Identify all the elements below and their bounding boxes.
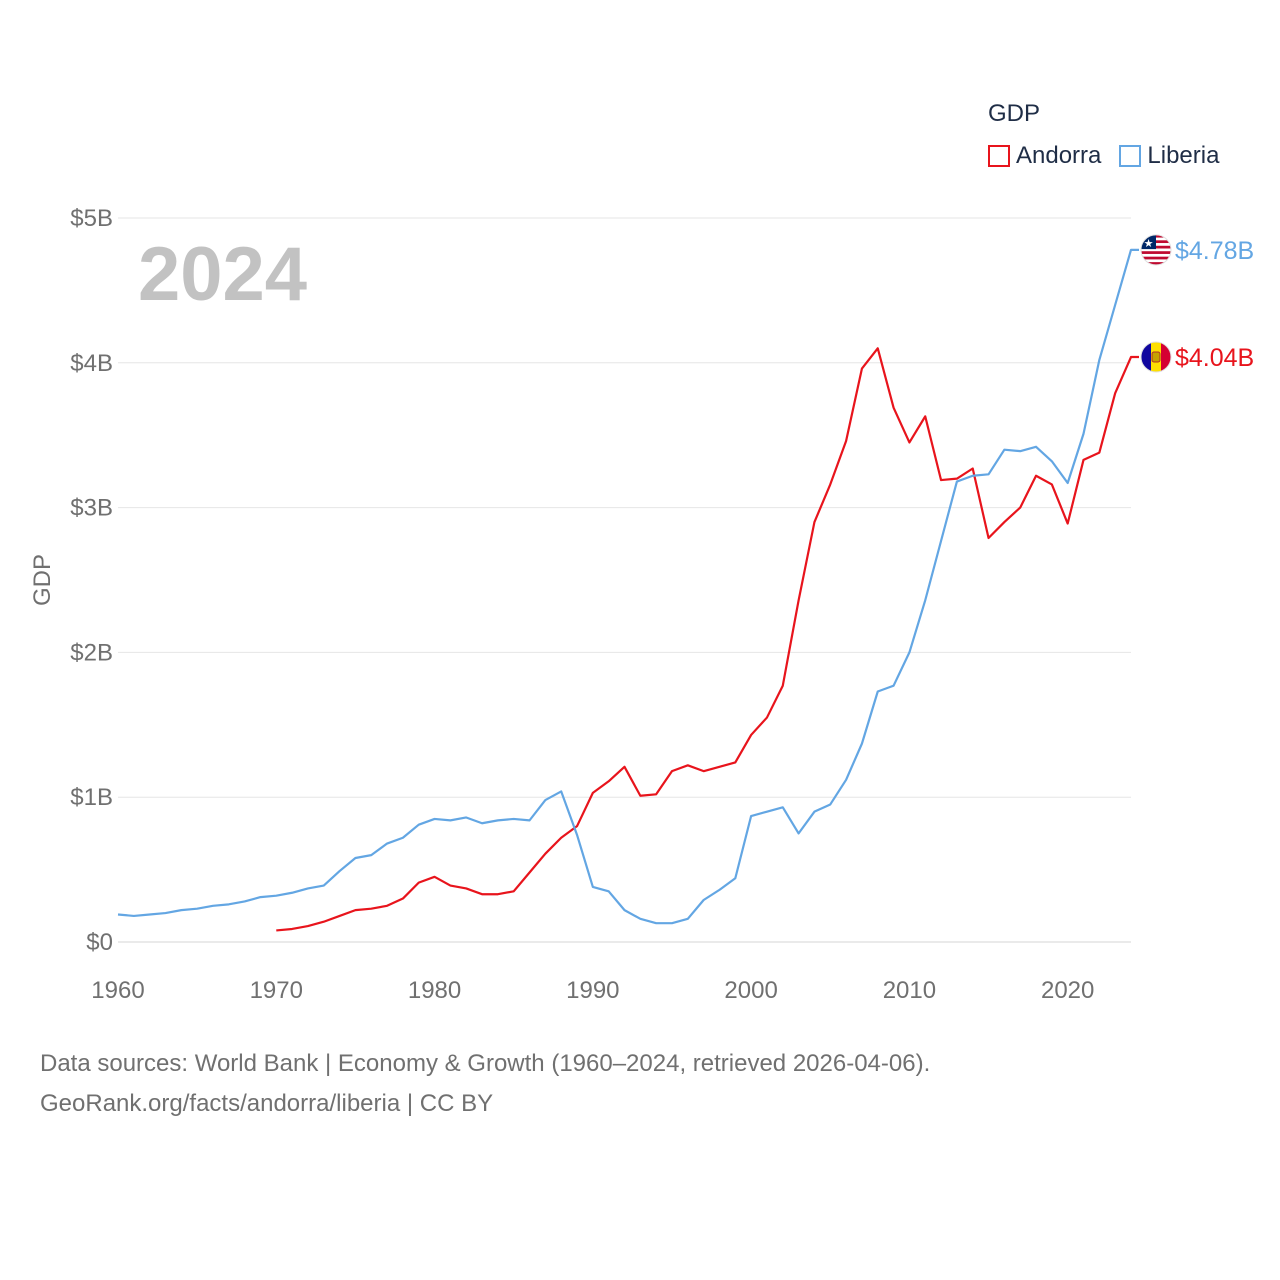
year-label: 2024 <box>138 232 307 317</box>
legend-item-liberia[interactable]: Liberia <box>1119 142 1219 170</box>
y-tick-label: $4B <box>70 350 113 377</box>
legend-title: GDP <box>988 100 1041 127</box>
svg-text:★: ★ <box>1144 237 1154 250</box>
footer-line-url: GeoRank.org/facts/andorra/liberia | CC B… <box>40 1090 494 1117</box>
andorra-flag-icon <box>1140 341 1172 373</box>
x-tick-label: 1990 <box>566 977 619 1004</box>
y-axis-label: GDP <box>29 554 56 606</box>
x-tick-label: 1980 <box>408 977 461 1004</box>
x-tick-label: 2000 <box>724 977 777 1004</box>
legend-swatch-andorra <box>988 145 1010 167</box>
x-tick-label: 1960 <box>91 977 144 1004</box>
y-tick-label: $3B <box>70 495 113 522</box>
series-lines <box>117 248 1139 932</box>
x-tick-label: 1970 <box>250 977 303 1004</box>
x-axis-tick-labels: 1960 1970 1980 1990 2000 2010 2020 <box>91 977 1094 1004</box>
liberia-flag-icon: ★ <box>1140 234 1172 266</box>
footer-source: Data sources: World Bank | Economy & Gro… <box>40 1044 930 1124</box>
y-axis-tick-labels: $0 $1B $2B $3B $4B $5B <box>70 205 113 956</box>
legend-label-liberia: Liberia <box>1147 142 1220 169</box>
legend-item-andorra[interactable]: Andorra <box>988 142 1101 170</box>
x-tick-label: 2010 <box>883 977 936 1004</box>
y-tick-label: $0 <box>86 929 113 956</box>
end-value-label-andorra: $4.04B <box>1175 344 1254 372</box>
legend-swatch-liberia <box>1119 145 1142 167</box>
grid-lines <box>118 217 1131 943</box>
legend: Andorra Liberia <box>988 142 1237 170</box>
series-end-markers: $4.04B ★ $4.78B <box>1140 234 1254 373</box>
legend-label-andorra: Andorra <box>1016 142 1102 169</box>
y-tick-label: $2B <box>70 639 113 666</box>
y-tick-label: $5B <box>70 205 113 232</box>
series-line-andorra <box>276 347 1139 932</box>
x-tick-label: 2020 <box>1041 977 1094 1004</box>
footer-line-sources: Data sources: World Bank | Economy & Gro… <box>40 1050 931 1077</box>
series-line-liberia <box>117 248 1139 925</box>
end-value-label-liberia: $4.78B <box>1175 237 1254 265</box>
y-tick-label: $1B <box>70 784 113 811</box>
